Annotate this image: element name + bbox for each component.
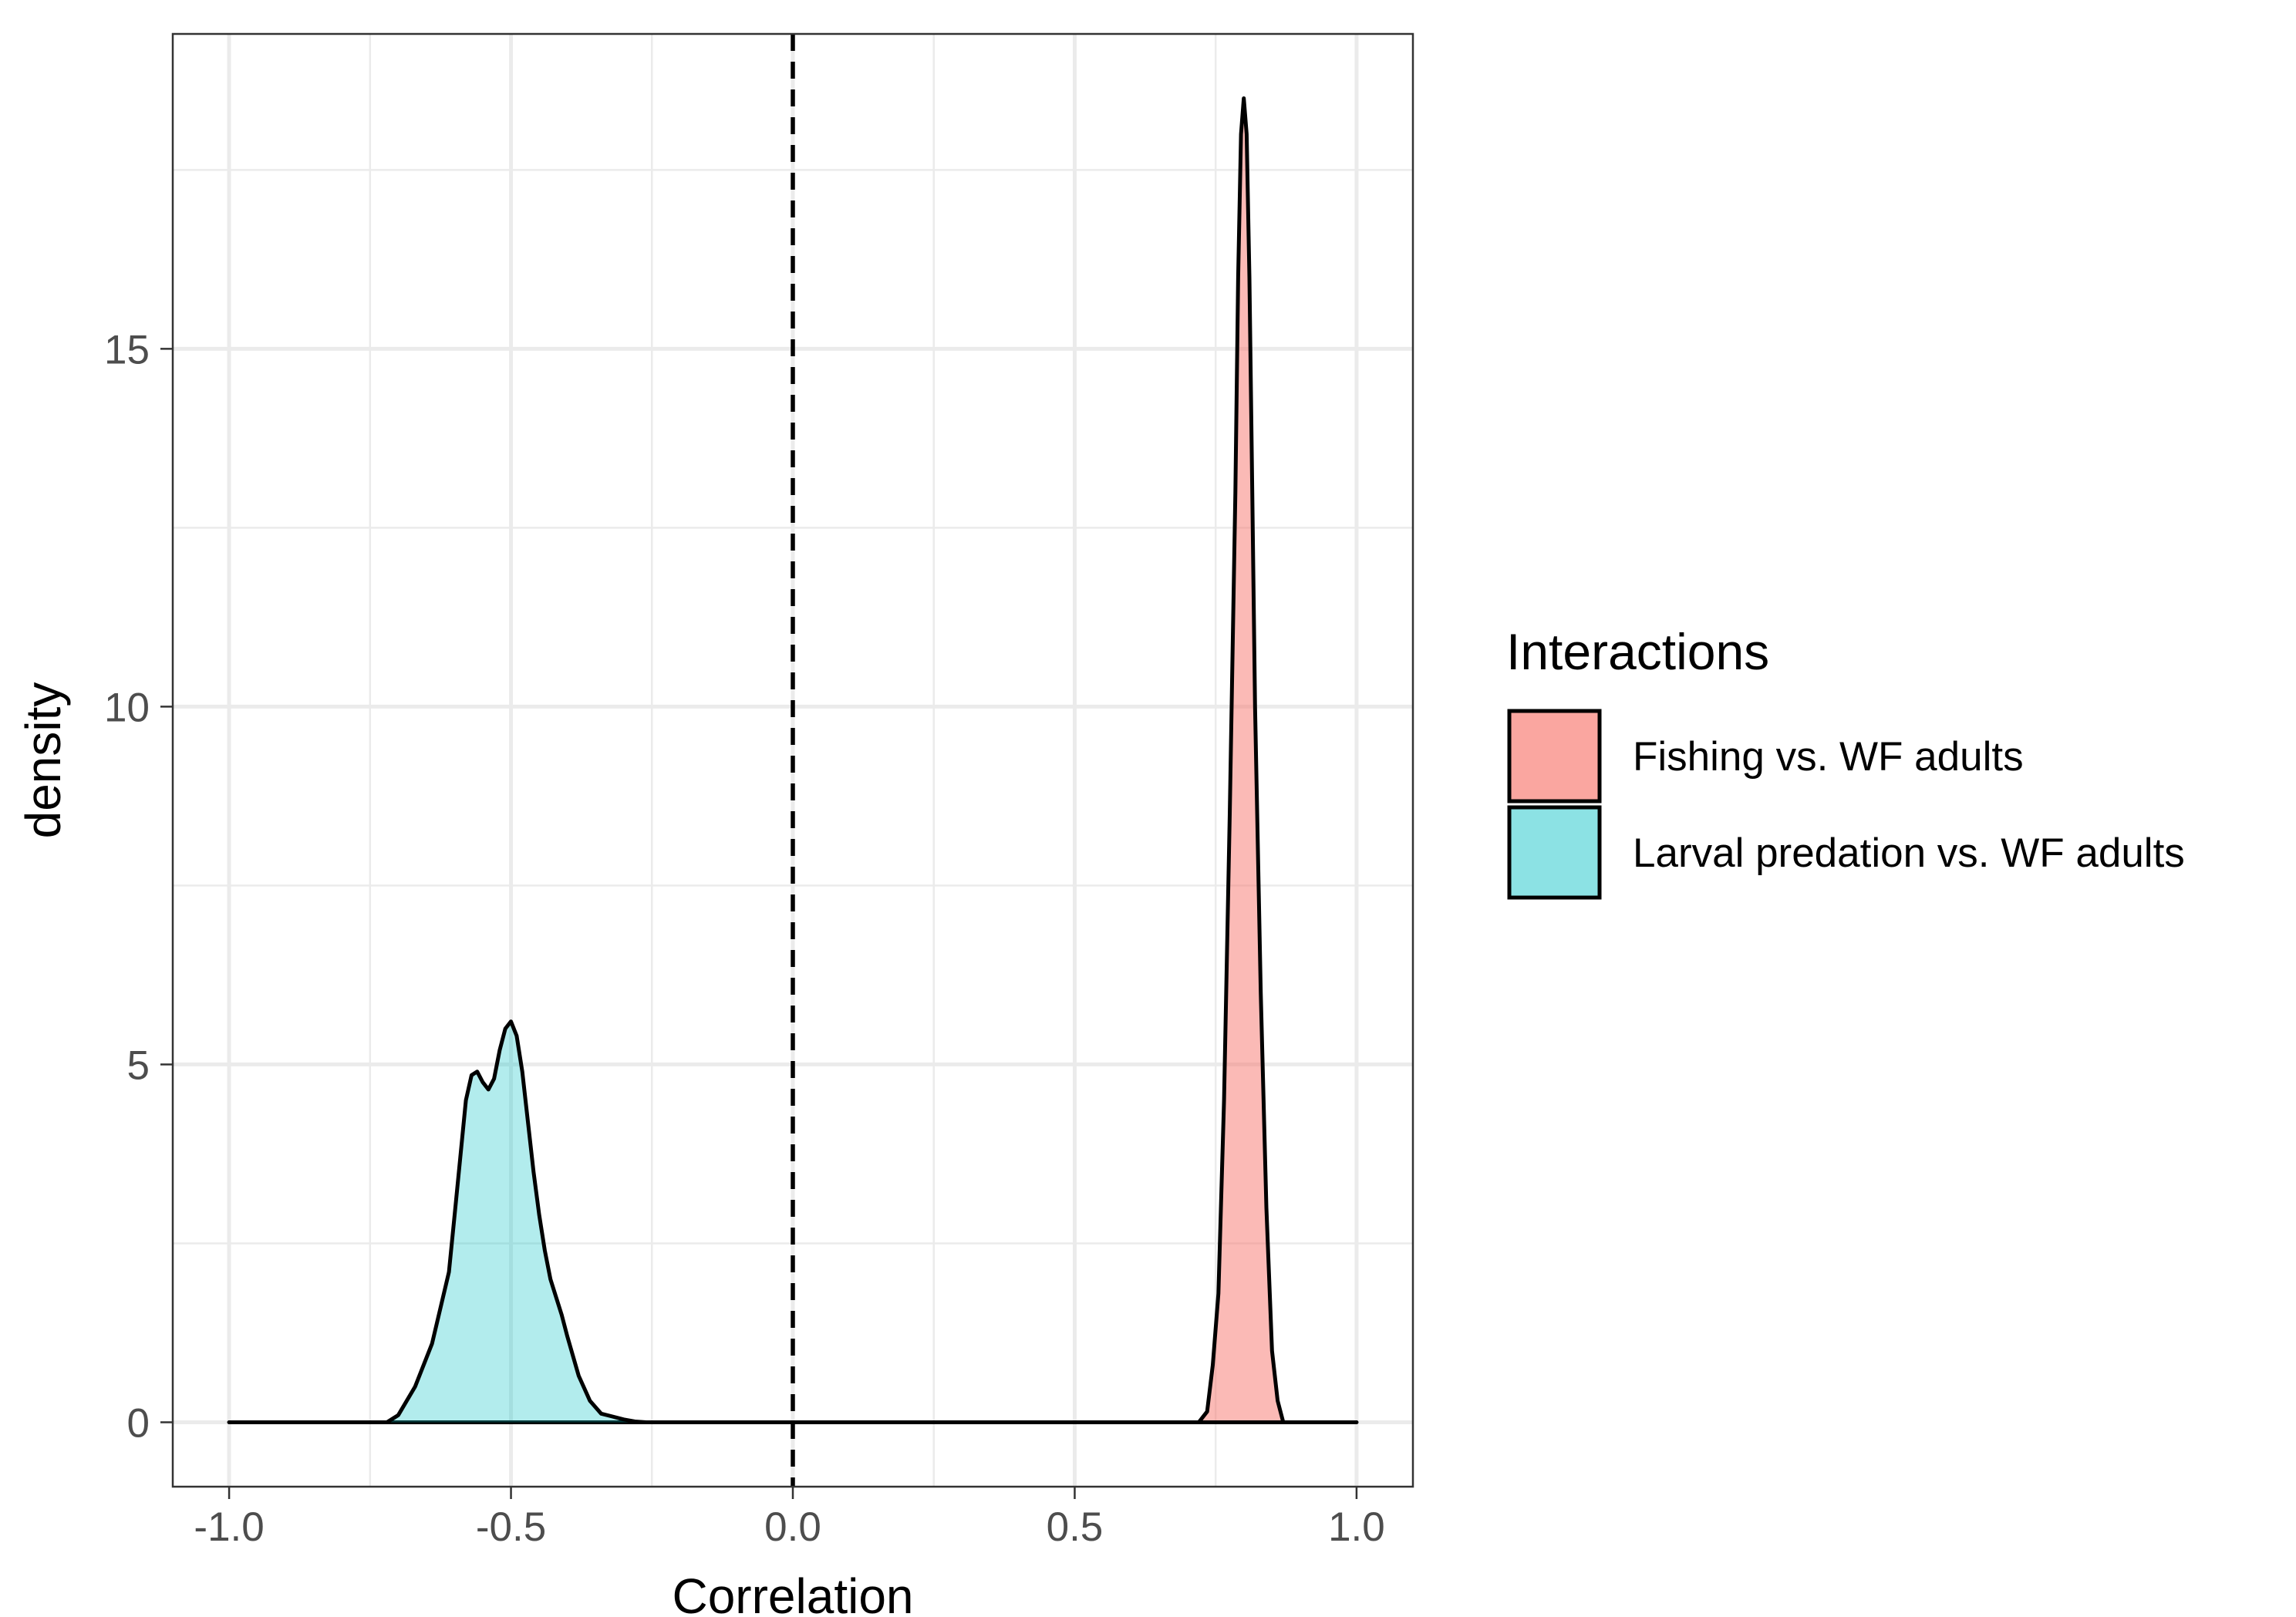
legend-title: Interactions [1506,623,1769,680]
x-tick-label: -1.0 [194,1504,264,1550]
legend-entry-label: Larval predation vs. WF adults [1633,830,2185,876]
legend-key-swatch [1507,709,1602,803]
y-tick-label: 15 [104,327,150,372]
minor-gridlines [173,34,1413,1487]
density-area-series-2 [229,1021,1357,1423]
legend-entry-label: Fishing vs. WF adults [1633,734,2024,780]
x-tick-label: 1.0 [1328,1504,1385,1550]
density-area-series-1 [229,98,1357,1423]
x-tick-label: 0.0 [764,1504,821,1550]
x-tick-label: -0.5 [476,1504,546,1550]
density-line-series-2 [227,1019,1359,1424]
axis-ticks [160,348,1358,1499]
y-tick-label: 0 [127,1400,150,1446]
x-tick-label: 0.5 [1047,1504,1104,1550]
y-tick-label: 10 [104,685,150,730]
y-axis-label: density [15,682,71,839]
tick-labels: -1.0 -0.5 0.0 0.5 1.0 0 5 10 15 [104,327,1385,1550]
legend-key-swatch [1507,805,1602,900]
density-areas [227,96,1359,1424]
legend-key-background [1509,807,1600,898]
x-axis-label: Correlation [672,1568,913,1617]
y-tick-label: 5 [127,1043,150,1088]
legend: Interactions Fishing vs. WF adults Larval… [1506,623,2185,900]
density-line-series-1 [227,96,1359,1424]
